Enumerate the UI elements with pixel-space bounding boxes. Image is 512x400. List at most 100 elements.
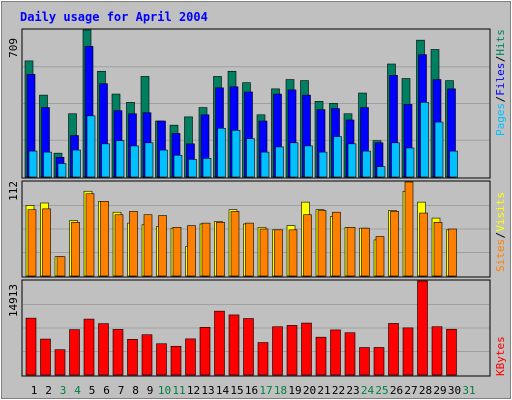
- kbytes-bar: [228, 314, 240, 376]
- kbytes-bar: [431, 326, 443, 376]
- pages-bar: [202, 158, 212, 178]
- pages-bar: [144, 142, 154, 178]
- kbytes-bars: [25, 280, 457, 376]
- pages-bar: [115, 140, 125, 178]
- kbytes-bar: [127, 339, 138, 376]
- pages-bar: [405, 147, 415, 178]
- kbytes-bar: [388, 323, 399, 376]
- day-label: 8: [132, 384, 139, 397]
- pages-bar: [333, 136, 342, 178]
- pages-bar: [246, 138, 255, 178]
- legend-files: Files: [494, 63, 507, 96]
- pages-bar: [173, 154, 183, 178]
- pages-bar: [159, 149, 168, 178]
- day-label: 18: [274, 384, 287, 397]
- day-label: 24: [361, 384, 375, 397]
- kbytes-bar: [141, 334, 153, 376]
- pages-bar: [217, 127, 226, 178]
- pages-bar: [188, 159, 197, 178]
- day-label: 6: [103, 384, 110, 397]
- pages-bar: [289, 142, 299, 178]
- pages-bar: [43, 151, 52, 178]
- day-label: 30: [448, 384, 461, 397]
- day-label: 10: [158, 384, 171, 397]
- sites-bar: [187, 225, 196, 277]
- kbytes-bar: [54, 349, 66, 376]
- kbytes-panel: 14913 KBytes: [7, 279, 507, 377]
- kbytes-bar: [286, 325, 298, 376]
- visitors-legend: Sites / Visits: [494, 192, 507, 272]
- pages-bar: [101, 143, 110, 178]
- traffic-bars: [24, 29, 458, 178]
- kbytes-bar: [25, 317, 37, 376]
- day-label: 23: [346, 384, 359, 397]
- sites-bar: [158, 215, 167, 277]
- legend-sites: Sites: [494, 239, 507, 272]
- sites-bar: [143, 214, 153, 277]
- day-label: 15: [230, 384, 243, 397]
- day-label: 21: [317, 384, 330, 397]
- day-label: 5: [89, 384, 96, 397]
- sites-bar: [288, 229, 298, 277]
- kbytes-bar: [359, 347, 370, 376]
- legend-visits: Visits: [494, 192, 507, 232]
- pages-bar: [318, 151, 328, 178]
- pages-bar: [86, 115, 96, 178]
- legend-kbytes: KBytes: [494, 336, 507, 376]
- sites-bar: [216, 221, 225, 277]
- pages-bar: [449, 150, 458, 178]
- sites-bar: [274, 229, 283, 277]
- pages-bar: [347, 143, 357, 178]
- day-label: 19: [288, 384, 301, 397]
- pages-bar: [376, 166, 386, 178]
- pages-bar: [28, 150, 38, 178]
- traffic-max-label: 709: [7, 38, 20, 58]
- day-label: 27: [404, 384, 417, 397]
- kbytes-bar: [272, 326, 283, 376]
- sites-bar: [390, 211, 399, 277]
- kbytes-bar: [344, 332, 356, 376]
- legend-pages: Pages: [494, 103, 507, 136]
- pages-bar: [434, 121, 444, 178]
- day-label: 29: [433, 384, 446, 397]
- sites-bar: [114, 214, 124, 277]
- pages-bar: [304, 145, 313, 178]
- kbytes-bar: [199, 326, 211, 376]
- pages-bar: [231, 130, 241, 178]
- legend-hits: Hits: [494, 29, 507, 56]
- sites-bar: [230, 211, 240, 277]
- pages-bar: [57, 163, 67, 178]
- kbytes-bar: [112, 329, 124, 376]
- kbytes-max-label: 14913: [7, 284, 20, 317]
- chart-title: Daily usage for April 2004: [20, 10, 208, 24]
- sites-bar: [27, 209, 37, 277]
- sites-bar: [303, 214, 312, 277]
- visitors-bars: [25, 181, 457, 277]
- kbytes-bar: [330, 329, 341, 376]
- pages-bar: [130, 145, 139, 178]
- sites-bar: [100, 201, 109, 277]
- visitors-max-label: 112: [7, 181, 20, 201]
- sites-bar: [332, 211, 341, 277]
- sites-bar: [419, 212, 428, 277]
- kbytes-bar: [402, 327, 414, 376]
- kbytes-bar: [214, 310, 225, 376]
- kbytes-bar: [373, 347, 385, 376]
- pages-bar: [420, 102, 429, 178]
- sites-bar: [259, 228, 269, 277]
- pages-bar: [275, 146, 284, 178]
- kbytes-bar: [446, 328, 457, 376]
- sites-bar: [375, 236, 385, 277]
- pages-bar: [260, 151, 270, 178]
- kbytes-bar: [301, 322, 312, 376]
- pages-bar: [391, 142, 400, 178]
- day-label: 28: [419, 384, 432, 397]
- kbytes-bar: [185, 338, 196, 376]
- traffic-panel: 709 Pages / Files / Hits: [7, 28, 507, 179]
- legend-separator: /: [494, 232, 507, 239]
- day-label: 11: [172, 384, 185, 397]
- sites-bar: [448, 228, 457, 277]
- sites-bar: [172, 227, 182, 277]
